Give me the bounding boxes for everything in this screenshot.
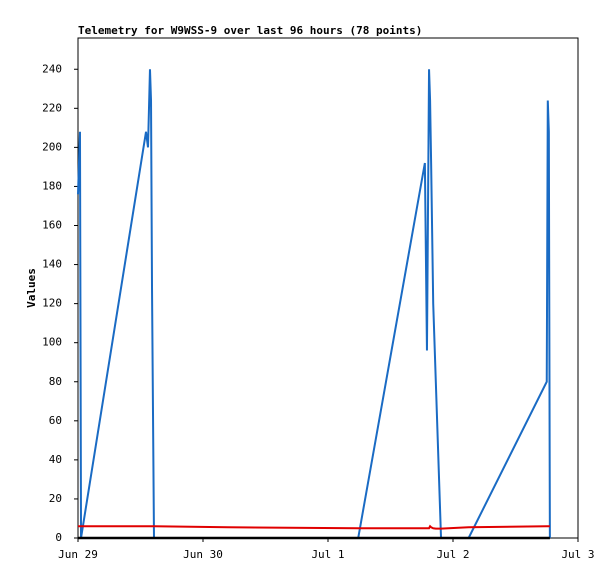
- y-tick-label: 220: [42, 101, 62, 114]
- y-tick-label: 20: [49, 492, 62, 505]
- y-tick-label: 200: [42, 140, 62, 153]
- y-tick-label: 240: [42, 62, 62, 75]
- y-tick-label: 140: [42, 258, 62, 271]
- y-tick-label: 0: [55, 531, 62, 544]
- y-tick-label: 160: [42, 219, 62, 232]
- y-tick-label: 80: [49, 375, 62, 388]
- x-tick-label: Jul 1: [311, 548, 344, 561]
- chart-title: Telemetry for W9WSS-9 over last 96 hours…: [78, 24, 422, 37]
- y-axis-label: Values: [25, 268, 38, 308]
- x-tick-label: Jul 3: [561, 548, 594, 561]
- y-tick-label: 180: [42, 179, 62, 192]
- y-tick-label: 100: [42, 336, 62, 349]
- series-line: [78, 524, 550, 530]
- y-tick-label: 40: [49, 453, 62, 466]
- x-tick-label: Jun 29: [58, 548, 98, 561]
- x-tick-label: Jul 2: [436, 548, 469, 561]
- y-tick-label: 60: [49, 414, 62, 427]
- x-tick-label: Jun 30: [183, 548, 223, 561]
- y-tick-label: 120: [42, 297, 62, 310]
